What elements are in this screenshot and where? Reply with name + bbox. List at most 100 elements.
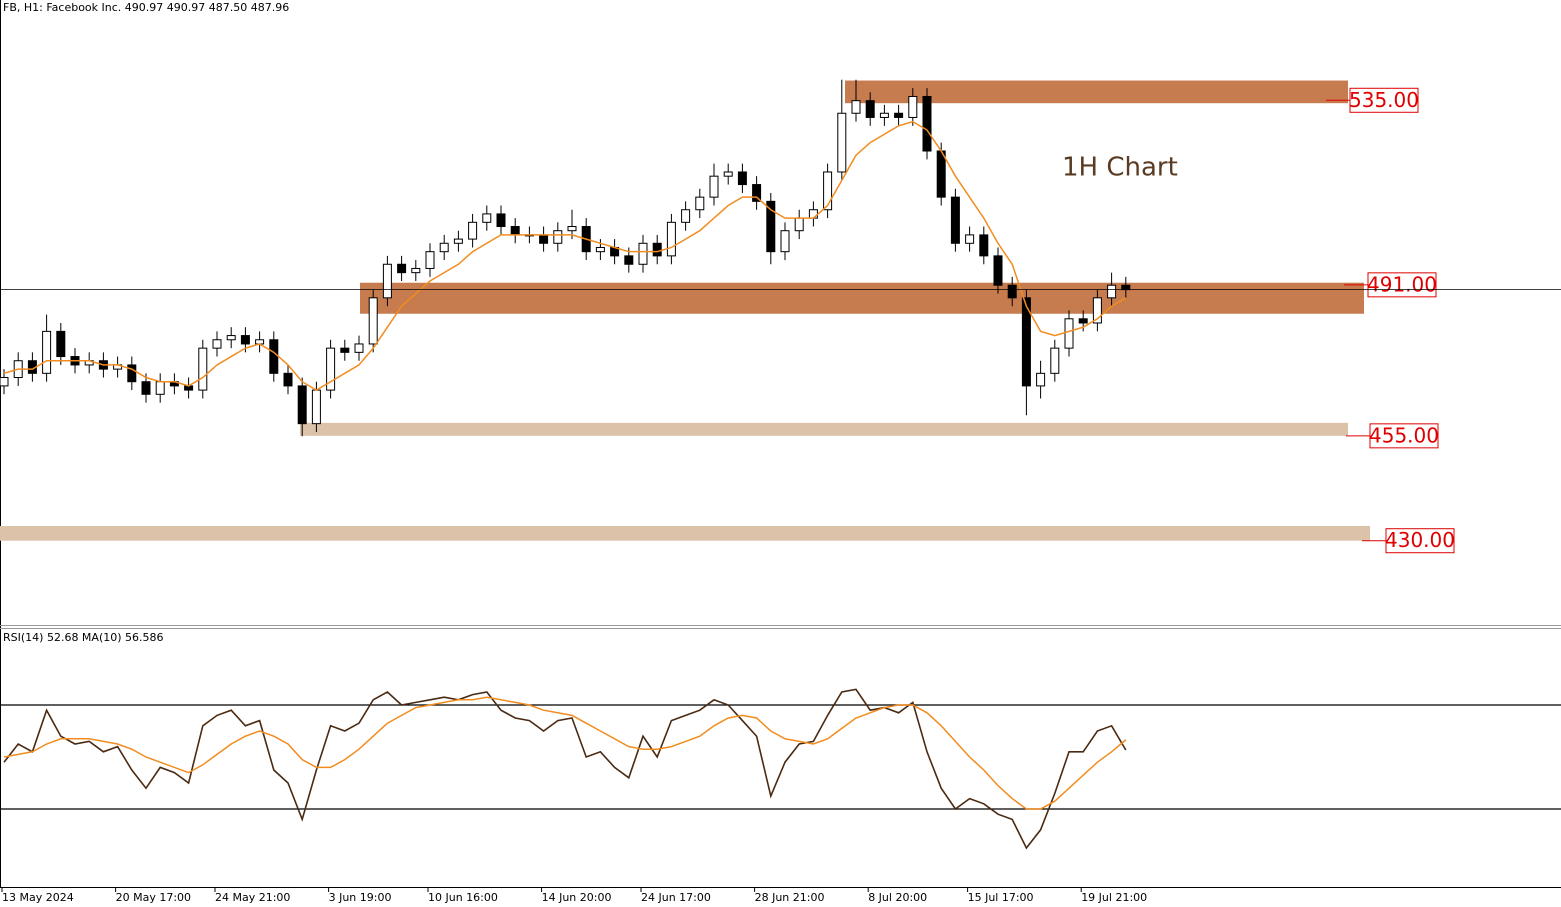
x-tick-label: 3 Jun 19:00 (329, 891, 392, 904)
zone-band (360, 282, 1364, 314)
candle-body (411, 267, 421, 274)
zone-label: 535.00 (1349, 88, 1419, 112)
candle-body (1050, 347, 1060, 374)
candle-body (141, 381, 151, 395)
candle-body (1121, 284, 1131, 291)
candle-body (638, 242, 648, 265)
candle-body (922, 95, 932, 152)
candle-body (212, 339, 222, 349)
candle-body (595, 246, 605, 253)
candle-body (269, 339, 279, 374)
candle-body (326, 347, 336, 391)
candle-body (155, 381, 165, 395)
candle-body (1107, 284, 1117, 299)
candle-body (567, 226, 577, 232)
candle-body (496, 213, 506, 228)
candle-body (737, 171, 747, 186)
candle-body (695, 196, 705, 211)
rsi-ma-line (3, 696, 1127, 810)
candle-body (56, 330, 66, 358)
candle-body (993, 255, 1003, 286)
annotation: 1H Chart (1062, 153, 1178, 183)
rsi-panel (0, 688, 1561, 850)
candle-body (936, 150, 946, 198)
candle-body (752, 184, 762, 202)
candle-body (42, 330, 52, 374)
candle-body (666, 221, 676, 257)
zone-label-box (1369, 423, 1439, 449)
zones: 535.00 491.00 455.00 430.00 (0, 80, 1455, 554)
candle-body (624, 255, 634, 265)
chart-header: FB, H1: Facebook Inc. 490.97 490.97 487.… (3, 1, 289, 14)
moving-average (3, 120, 1127, 391)
candle-body (553, 230, 563, 244)
candle-body (808, 209, 818, 219)
candle-body (823, 171, 833, 211)
candle-body (652, 242, 662, 257)
candle-body (425, 251, 435, 269)
x-tick-label: 28 Jun 21:00 (755, 891, 825, 904)
x-tick-label: 14 Jun 20:00 (542, 891, 612, 904)
candle-body (340, 347, 350, 353)
candle-body (894, 112, 904, 118)
x-tick-label: 19 Jul 21:00 (1081, 891, 1147, 904)
candle-body (482, 213, 492, 223)
candle-body (127, 364, 137, 383)
zone-label: 430.00 (1385, 528, 1455, 552)
x-tick-label: 8 Jul 20:00 (868, 891, 927, 904)
zone-label: 491.00 (1367, 272, 1437, 296)
candle-body (794, 217, 804, 232)
candle-body (851, 100, 861, 114)
candle-body (354, 343, 364, 353)
candle-body (510, 226, 520, 236)
candle-body (397, 263, 407, 274)
candle-body (979, 234, 989, 257)
candles (0, 79, 1131, 437)
candle-body (240, 335, 250, 345)
candle-body (1064, 318, 1074, 349)
candle-body (368, 297, 378, 345)
candle-body (198, 347, 208, 391)
candle-body (1021, 297, 1031, 387)
candle-body (965, 234, 975, 244)
candle-body (226, 335, 236, 341)
candle-body (468, 221, 478, 240)
candle-body (780, 230, 790, 253)
rsi-header: RSI(14) 52.68 MA(10) 56.586 (3, 631, 164, 644)
candle-body (709, 175, 719, 198)
x-tick-label: 24 May 21:00 (215, 891, 290, 904)
rsi-line (3, 688, 1127, 850)
candle-body (539, 234, 549, 244)
candle-body (1092, 297, 1102, 324)
zone-band (845, 80, 1348, 104)
zone-label-box (1367, 272, 1437, 298)
candle-body (950, 196, 960, 244)
candle-body (1078, 318, 1088, 324)
candle-body (908, 95, 918, 118)
candle-body (837, 112, 847, 173)
candle-body (283, 372, 293, 387)
candle-body (879, 112, 889, 118)
x-tick-label: 24 Jun 17:00 (641, 891, 711, 904)
candle-body (439, 242, 449, 253)
candle-body (865, 100, 875, 118)
zone-band (0, 526, 1370, 541)
zone-label-box (1349, 87, 1419, 113)
zone-band (300, 422, 1348, 436)
candle-body (1036, 372, 1046, 387)
x-tick-label: 20 May 17:00 (116, 891, 191, 904)
candle-body (382, 263, 392, 299)
x-tick-label: 13 May 2024 (2, 891, 74, 904)
candle-body (723, 171, 733, 177)
zone-label: 455.00 (1369, 423, 1439, 447)
candle-body (0, 377, 9, 387)
candle-body (681, 209, 691, 223)
candle-body (453, 238, 463, 244)
candle-body (311, 389, 321, 425)
candle-body (297, 385, 307, 425)
x-tick-label: 10 Jun 16:00 (428, 891, 498, 904)
candle-body (1007, 284, 1017, 299)
zone-label-box (1385, 528, 1455, 554)
